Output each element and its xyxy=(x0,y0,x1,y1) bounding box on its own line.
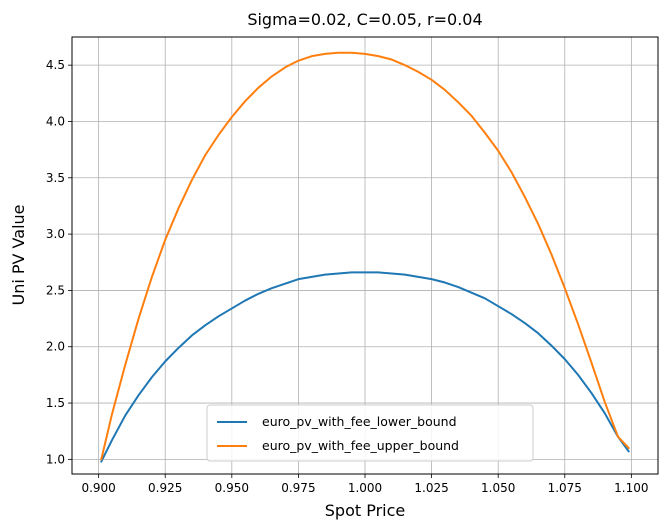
y-tick-label: 1.0 xyxy=(46,452,65,466)
x-tick-label: 1.075 xyxy=(548,481,582,495)
x-tick-label: 1.000 xyxy=(348,481,382,495)
y-tick-label: 2.0 xyxy=(46,340,65,354)
y-axis-ticks: 1.0 1.5 2.0 2.5 3.0 3.5 4.0 4.5 xyxy=(46,58,72,466)
series-line-upper-bound xyxy=(100,51,630,461)
y-tick-label: 3.5 xyxy=(46,171,65,185)
legend-label-upper-bound: euro_pv_with_fee_upper_bound xyxy=(262,438,459,453)
x-tick-label: 1.100 xyxy=(614,481,648,495)
x-axis-ticks: 0.900 0.925 0.950 0.975 1.000 1.025 1.050 1.075… xyxy=(81,474,649,495)
x-tick-label: 0.975 xyxy=(281,481,315,495)
chart-title: Sigma=0.02, C=0.05, r=0.04 xyxy=(247,10,482,29)
x-tick-label: 1.050 xyxy=(481,481,515,495)
x-axis-label: Spot Price xyxy=(325,501,406,520)
y-axis-label: Uni PV Value xyxy=(9,205,28,306)
y-tick-label: 4.0 xyxy=(46,114,65,128)
y-tick-label: 4.5 xyxy=(46,58,65,72)
legend-label-lower-bound: euro_pv_with_fee_lower_bound xyxy=(262,414,457,429)
series-line-lower-bound xyxy=(100,271,630,463)
y-tick-label: 1.5 xyxy=(46,396,65,410)
x-tick-label: 0.900 xyxy=(81,481,115,495)
x-tick-label: 0.925 xyxy=(148,481,182,495)
x-tick-label: 1.025 xyxy=(414,481,448,495)
legend-box xyxy=(206,404,534,462)
series-lines xyxy=(100,51,630,463)
y-tick-label: 2.5 xyxy=(46,283,65,297)
y-tick-label: 3.0 xyxy=(46,227,65,241)
x-tick-label: 0.950 xyxy=(215,481,249,495)
legend: euro_pv_with_fee_lower_bound euro_pv_wit… xyxy=(206,404,534,462)
